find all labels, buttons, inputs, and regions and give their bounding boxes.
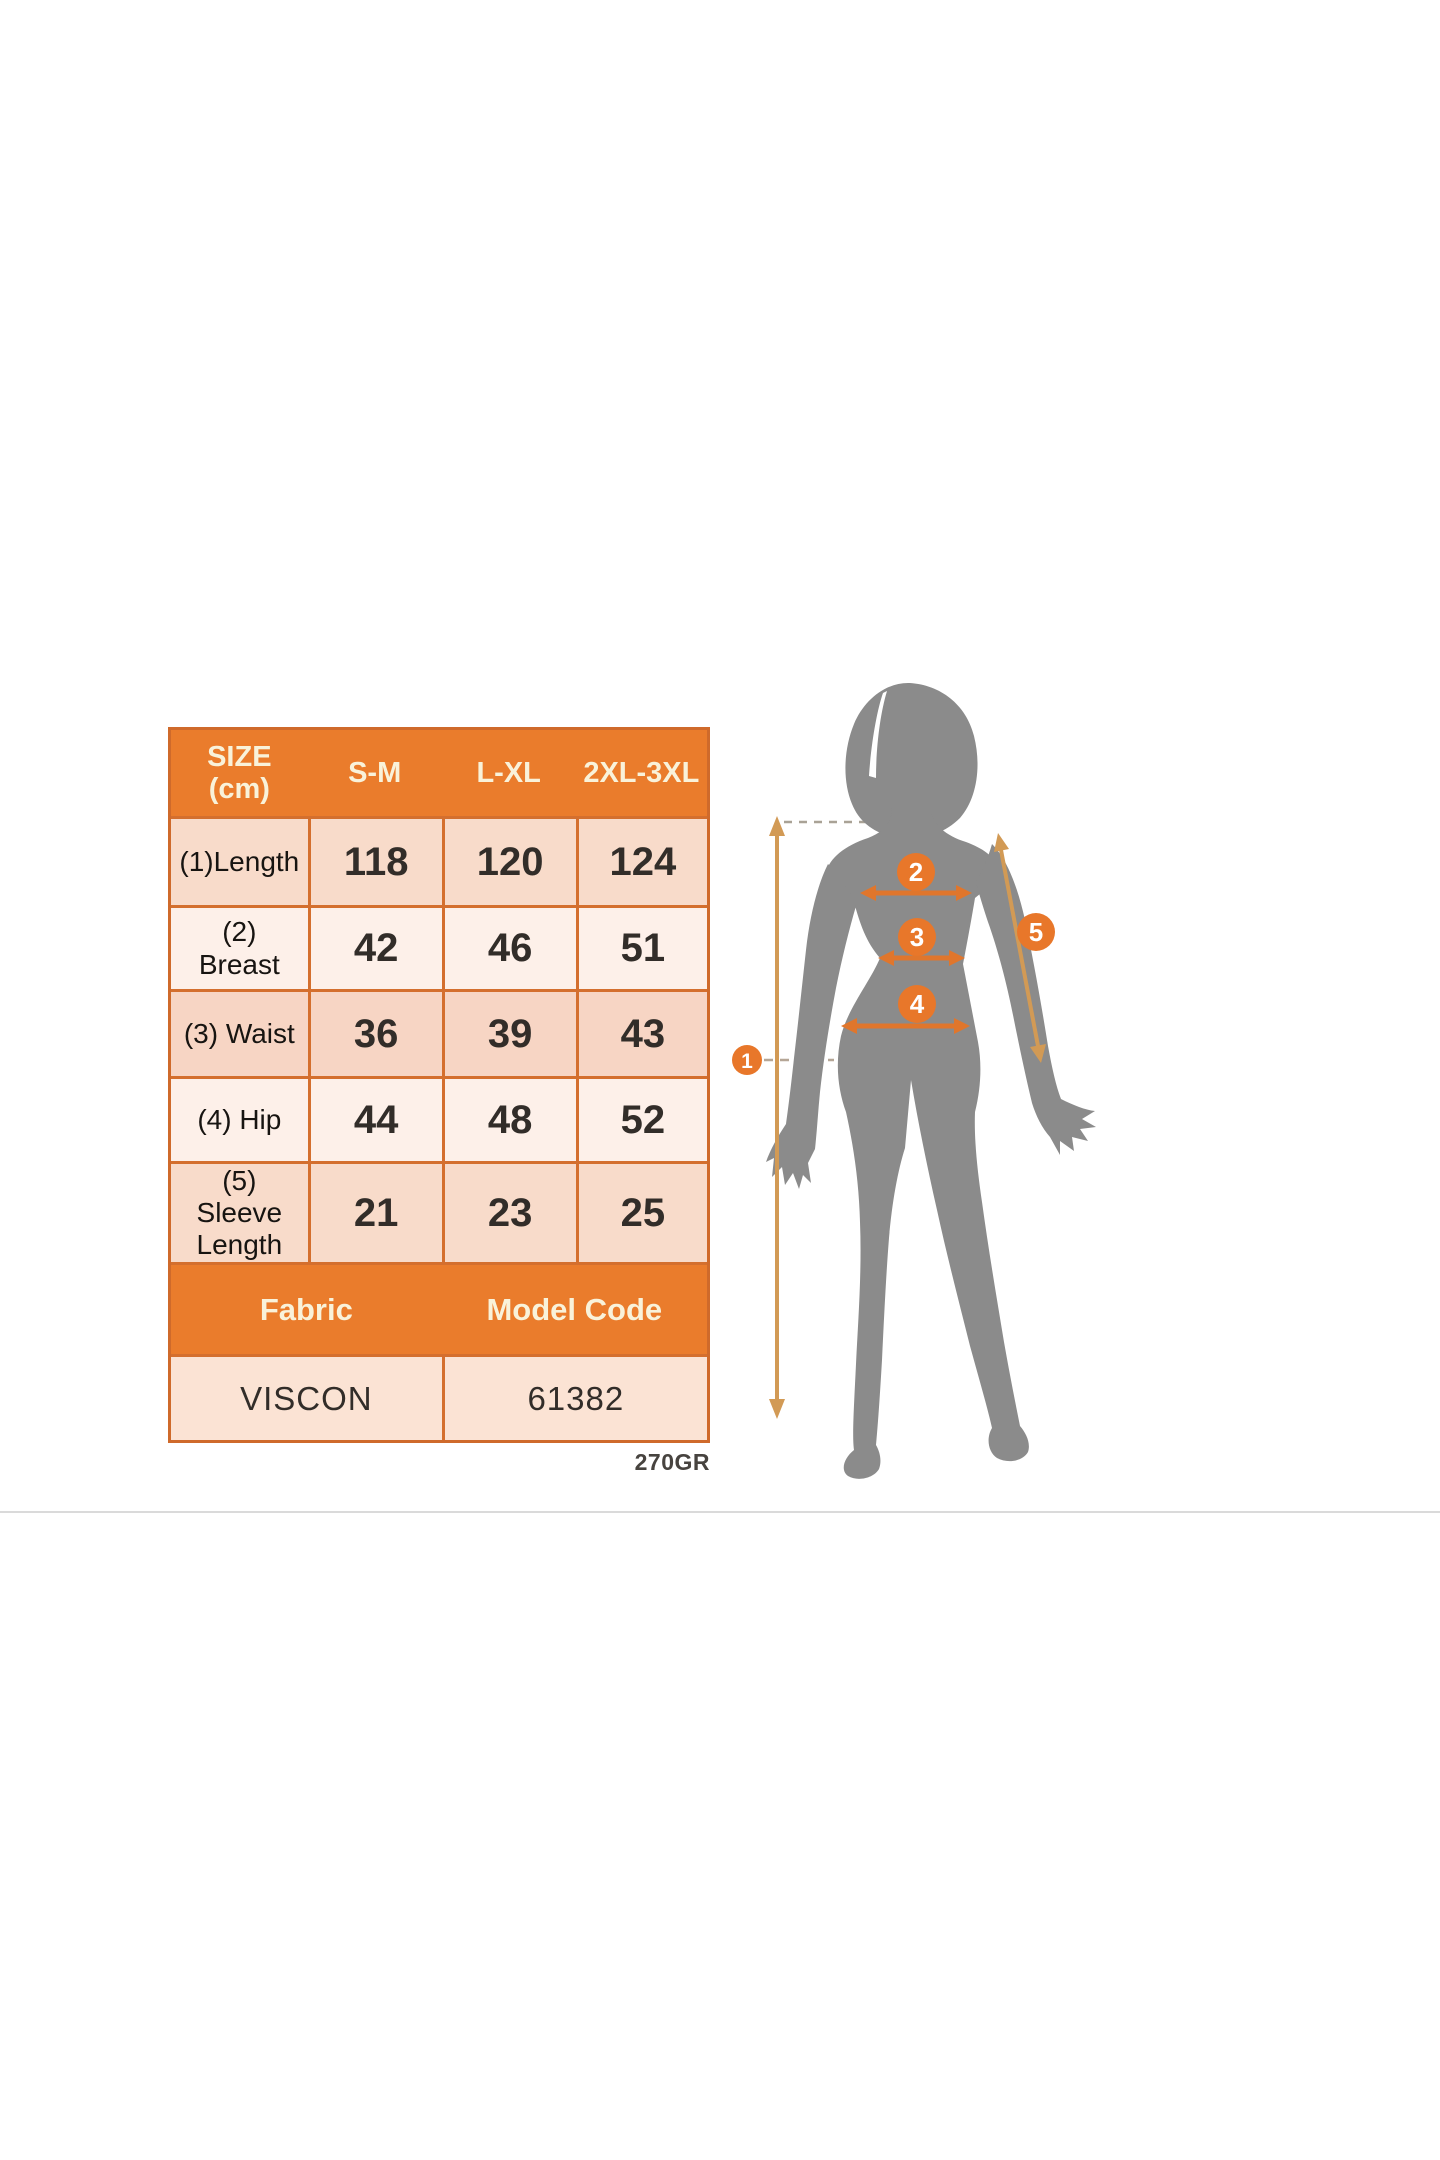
- measurement-figure-svg: 1 2 3 4 5: [732, 682, 1096, 1479]
- cell-value: 118: [307, 816, 442, 905]
- cell-value: 43: [575, 989, 707, 1076]
- silhouette-left-arm: [766, 864, 856, 1189]
- measure-arrow-sleeve: [994, 833, 1046, 1063]
- measure-badge-1: 1: [732, 1045, 762, 1075]
- col-header-size-cm: SIZE (cm): [207, 740, 272, 805]
- table-row-breast: (2) Breast 42 46 51: [171, 905, 707, 989]
- badge-circle: [898, 918, 936, 956]
- fabric-header: Fabric: [259, 1291, 353, 1327]
- weight-note: 270GR: [634, 1449, 710, 1475]
- col-header-l-xl: L-XL: [476, 756, 541, 789]
- silhouette-torso-legs: [826, 808, 1029, 1479]
- measure-badge-3: 3: [898, 918, 936, 956]
- cell-value: 36: [307, 989, 442, 1076]
- size-table-header-row: SIZE (cm) S-M L-XL 2XL-3XL: [171, 730, 707, 816]
- measure-arrow-breast: [860, 885, 972, 901]
- table-row-sleeve-length: (5) Sleeve Length 21 23 25: [171, 1161, 707, 1262]
- arrowhead-down: [769, 1399, 785, 1419]
- fabric-value: VISCON: [240, 1379, 373, 1417]
- table-row-hip: (4) Hip 44 48 52: [171, 1076, 707, 1161]
- arrowhead-down-right: [1030, 1044, 1046, 1063]
- cell-value: 21: [307, 1161, 442, 1262]
- cell-value: 42: [307, 905, 442, 989]
- model-code-header: Model Code: [486, 1291, 663, 1327]
- measure-arrow-waist: [878, 950, 965, 966]
- badge-number: 2: [909, 857, 923, 887]
- measure-arrow-hip: [841, 1018, 970, 1034]
- bottom-divider-line: [0, 1511, 1440, 1513]
- cell-value: 52: [575, 1076, 707, 1161]
- arrowhead-left: [860, 885, 876, 901]
- badge-number: 3: [910, 922, 924, 952]
- arrowhead-left: [841, 1018, 857, 1034]
- badge-circle: [898, 985, 936, 1023]
- cell-value: 46: [441, 905, 576, 989]
- row-label: (2) Breast: [171, 905, 308, 989]
- table-row-length: (1)Length 118 120 124: [171, 816, 707, 905]
- cell-value: 51: [575, 905, 707, 989]
- col-header-2xl-3xl: 2XL-3XL: [583, 756, 700, 789]
- badge-number: 1: [741, 1050, 753, 1073]
- row-label: (3) Waist: [171, 989, 308, 1076]
- arrowhead-right: [954, 1018, 970, 1034]
- badge-circle: [1017, 913, 1055, 951]
- cell-value: 124: [575, 816, 707, 905]
- table-row-waist: (3) Waist 36 39 43: [171, 989, 707, 1076]
- row-label: (5) Sleeve Length: [171, 1161, 308, 1262]
- cell-value: 23: [441, 1161, 576, 1262]
- silhouette-hair-parting: [869, 691, 887, 778]
- badge-number: 5: [1029, 917, 1043, 947]
- cell-value: 48: [441, 1076, 576, 1161]
- arrowhead-right: [956, 885, 972, 901]
- female-silhouette: [766, 682, 1096, 1479]
- measure-arrow-length: [769, 816, 785, 1419]
- badge-circle: [897, 853, 935, 891]
- cell-value: 39: [441, 989, 576, 1076]
- size-table: SIZE (cm) S-M L-XL 2XL-3XL (1)Length 118…: [168, 727, 710, 1443]
- table-footer-header-row: Fabric Model Code: [171, 1262, 707, 1354]
- cell-value: 44: [307, 1076, 442, 1161]
- measure-badge-2: 2: [897, 853, 935, 891]
- measure-badge-4: 4: [898, 985, 936, 1023]
- arrowhead-left: [878, 950, 894, 966]
- cell-value: 25: [575, 1161, 707, 1262]
- col-header-s-m: S-M: [348, 756, 402, 789]
- row-label: (1)Length: [171, 816, 308, 905]
- silhouette-right-arm: [976, 844, 1096, 1155]
- badge-number: 4: [910, 989, 925, 1019]
- badge-circle: [732, 1045, 762, 1075]
- model-code-value: 61382: [441, 1357, 707, 1440]
- arrowhead-up-right: [994, 833, 1009, 852]
- cell-value: 120: [441, 816, 576, 905]
- row-label: (4) Hip: [171, 1076, 308, 1161]
- table-footer-value-row: VISCON 61382: [171, 1354, 707, 1440]
- arrowhead-up: [769, 816, 785, 836]
- measure-badge-5: 5: [1017, 913, 1055, 951]
- arrowhead-right: [949, 950, 965, 966]
- measurement-figure: 1 2 3 4 5: [730, 660, 1170, 1490]
